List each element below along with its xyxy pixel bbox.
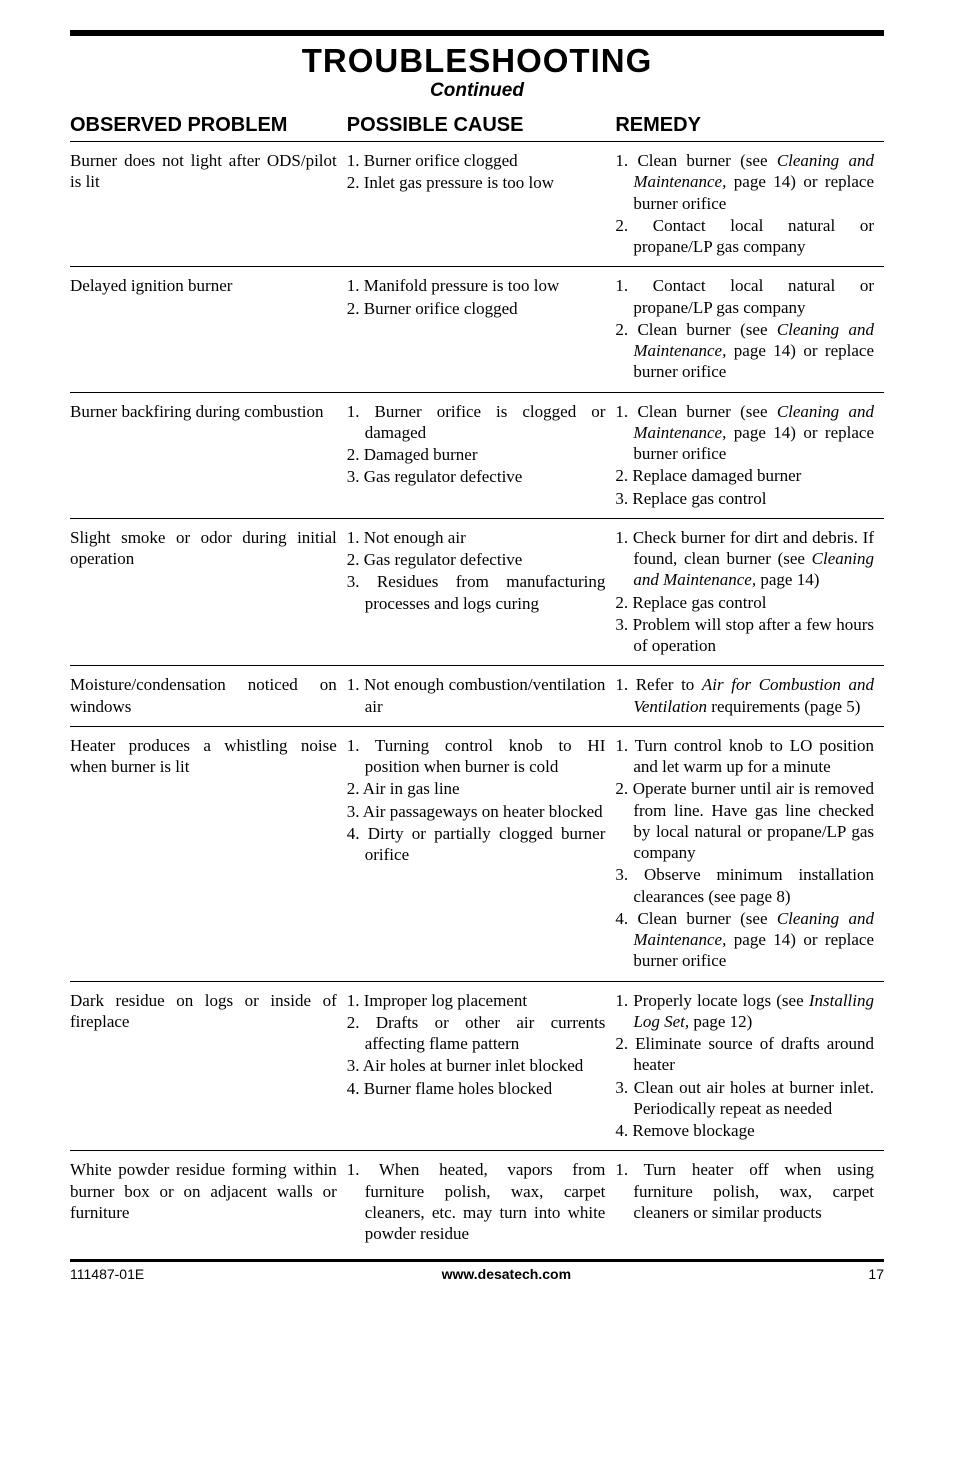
remedy-item: 3. Replace gas control bbox=[615, 488, 874, 509]
remedy-item: 1. Turn control knob to LO position and … bbox=[615, 735, 874, 778]
cause-item: 1. Burner orifice clogged bbox=[347, 150, 606, 171]
cause-cell: 1. Not enough air2. Gas regulator defect… bbox=[347, 518, 616, 666]
footer-center: www.desatech.com bbox=[442, 1266, 571, 1282]
remedy-item: 3. Observe minimum installation clearanc… bbox=[615, 864, 874, 907]
table-row: Heater produces a whistling noise when b… bbox=[70, 726, 884, 981]
remedy-item: 1. Clean burner (see Cleaning and Mainte… bbox=[615, 401, 874, 465]
cause-item: 2. Damaged burner bbox=[347, 444, 606, 465]
top-rule bbox=[70, 30, 884, 36]
problem-cell: Delayed ignition burner bbox=[70, 267, 347, 392]
cause-item: 1. Burner orifice is clogged or damaged bbox=[347, 401, 606, 444]
cause-item: 1. When heated, vapors from furniture po… bbox=[347, 1159, 606, 1244]
problem-cell: Dark residue on logs or inside of firepl… bbox=[70, 981, 347, 1151]
cause-item: 1. Turning control knob to HI position w… bbox=[347, 735, 606, 778]
page-title: TROUBLESHOOTING bbox=[70, 42, 884, 80]
remedy-item: 2. Operate burner until air is removed f… bbox=[615, 778, 874, 863]
problem-cell: Burner backfiring during combustion bbox=[70, 392, 347, 518]
problem-cell: Slight smoke or odor during initial oper… bbox=[70, 518, 347, 666]
table-row: Delayed ignition burner1. Manifold press… bbox=[70, 267, 884, 392]
cause-item: 2. Burner orifice clogged bbox=[347, 298, 606, 319]
footer-left: 111487-01E bbox=[70, 1266, 144, 1282]
page-subtitle: Continued bbox=[70, 80, 884, 102]
remedy-cell: 1. Refer to Air for Combustion and Venti… bbox=[615, 666, 884, 727]
cause-item: 3. Residues from manufacturing processes… bbox=[347, 571, 606, 614]
remedy-cell: 1. Clean burner (see Cleaning and Mainte… bbox=[615, 392, 884, 518]
remedy-item: 1. Clean burner (see Cleaning and Mainte… bbox=[615, 150, 874, 214]
cause-item: 3. Air holes at burner inlet blocked bbox=[347, 1055, 606, 1076]
problem-cell: Heater produces a whistling noise when b… bbox=[70, 726, 347, 981]
cause-item: 2. Gas regulator defective bbox=[347, 549, 606, 570]
remedy-cell: 1. Check burner for dirt and debris. If … bbox=[615, 518, 884, 666]
cause-item: 4. Burner flame holes blocked bbox=[347, 1078, 606, 1099]
cause-item: 2. Inlet gas pressure is too low bbox=[347, 172, 606, 193]
cause-item: 2. Air in gas line bbox=[347, 778, 606, 799]
problem-cell: White powder residue forming within burn… bbox=[70, 1151, 347, 1254]
remedy-item: 2. Replace gas control bbox=[615, 592, 874, 613]
remedy-item: 2. Contact local natural or propane/LP g… bbox=[615, 215, 874, 258]
problem-cell: Burner does not light after ODS/pilot is… bbox=[70, 142, 347, 267]
remedy-item: 4. Remove blockage bbox=[615, 1120, 874, 1141]
cause-item: 1. Improper log placement bbox=[347, 990, 606, 1011]
cause-item: 3. Air passageways on heater blocked bbox=[347, 801, 606, 822]
remedy-item: 3. Problem will stop after a few hours o… bbox=[615, 614, 874, 657]
cause-item: 1. Manifold pressure is too low bbox=[347, 275, 606, 296]
remedy-cell: 1. Turn control knob to LO position and … bbox=[615, 726, 884, 981]
cause-cell: 1. Manifold pressure is too low2. Burner… bbox=[347, 267, 616, 392]
page-footer: 111487-01E www.desatech.com 17 bbox=[70, 1262, 884, 1282]
remedy-item: 1. Contact local natural or propane/LP g… bbox=[615, 275, 874, 318]
cause-item: 2. Drafts or other air currents affectin… bbox=[347, 1012, 606, 1055]
remedy-item: 1. Check burner for dirt and debris. If … bbox=[615, 527, 874, 591]
remedy-item: 1. Refer to Air for Combustion and Venti… bbox=[615, 674, 874, 717]
remedy-item: 3. Clean out air holes at burner inlet. … bbox=[615, 1077, 874, 1120]
table-row: Dark residue on logs or inside of firepl… bbox=[70, 981, 884, 1151]
troubleshooting-table: OBSERVED PROBLEM POSSIBLE CAUSE REMEDY B… bbox=[70, 110, 884, 1253]
cause-cell: 1. Burner orifice clogged2. Inlet gas pr… bbox=[347, 142, 616, 267]
remedy-item: 1. Properly locate logs (see Installing … bbox=[615, 990, 874, 1033]
remedy-cell: 1. Contact local natural or propane/LP g… bbox=[615, 267, 884, 392]
remedy-item: 2. Clean burner (see Cleaning and Mainte… bbox=[615, 319, 874, 383]
remedy-cell: 1. Turn heater off when using furniture … bbox=[615, 1151, 884, 1254]
table-row: Burner backfiring during combustion1. Bu… bbox=[70, 392, 884, 518]
col-header-problem: OBSERVED PROBLEM bbox=[70, 110, 347, 142]
remedy-cell: 1. Clean burner (see Cleaning and Mainte… bbox=[615, 142, 884, 267]
cause-item: 1. Not enough air bbox=[347, 527, 606, 548]
problem-cell: Moisture/condensation noticed on windows bbox=[70, 666, 347, 727]
col-header-remedy: REMEDY bbox=[615, 110, 884, 142]
table-row: Slight smoke or odor during initial oper… bbox=[70, 518, 884, 666]
table-row: White powder residue forming within burn… bbox=[70, 1151, 884, 1254]
remedy-cell: 1. Properly locate logs (see Installing … bbox=[615, 981, 884, 1151]
cause-item: 3. Gas regulator defective bbox=[347, 466, 606, 487]
cause-cell: 1. Burner orifice is clogged or damaged2… bbox=[347, 392, 616, 518]
table-row: Moisture/condensation noticed on windows… bbox=[70, 666, 884, 727]
table-row: Burner does not light after ODS/pilot is… bbox=[70, 142, 884, 267]
cause-item: 4. Dirty or partially clogged burner ori… bbox=[347, 823, 606, 866]
cause-cell: 1. When heated, vapors from furniture po… bbox=[347, 1151, 616, 1254]
remedy-item: 2. Replace damaged burner bbox=[615, 465, 874, 486]
cause-cell: 1. Improper log placement2. Drafts or ot… bbox=[347, 981, 616, 1151]
remedy-item: 2. Eliminate source of drafts around hea… bbox=[615, 1033, 874, 1076]
cause-cell: 1. Not enough combustion/ventilation air bbox=[347, 666, 616, 727]
remedy-item: 1. Turn heater off when using furniture … bbox=[615, 1159, 874, 1223]
cause-item: 1. Not enough combustion/ventilation air bbox=[347, 674, 606, 717]
remedy-item: 4. Clean burner (see Cleaning and Mainte… bbox=[615, 908, 874, 972]
cause-cell: 1. Turning control knob to HI position w… bbox=[347, 726, 616, 981]
footer-right: 17 bbox=[868, 1266, 884, 1282]
col-header-cause: POSSIBLE CAUSE bbox=[347, 110, 616, 142]
